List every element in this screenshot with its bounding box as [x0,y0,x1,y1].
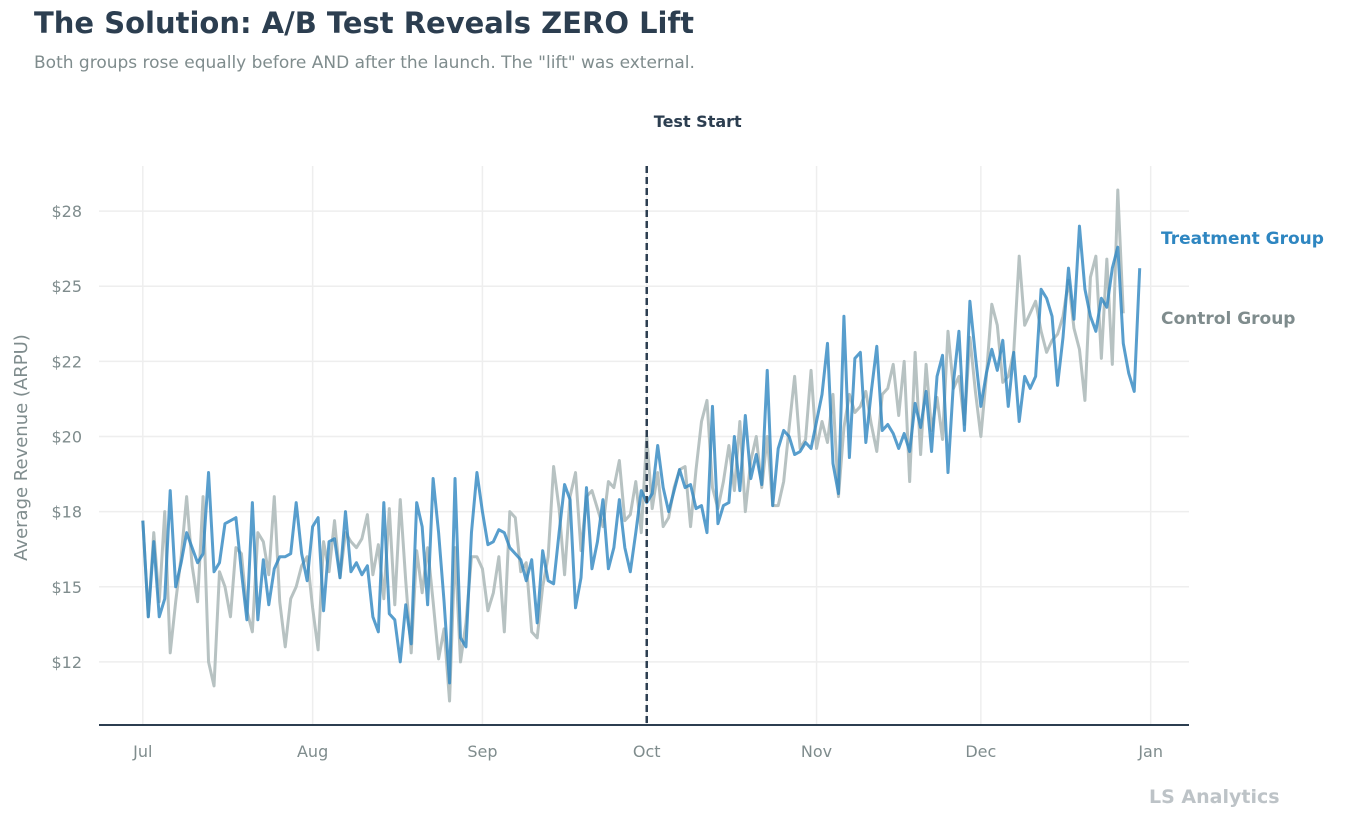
y-tick-label: $15 [51,578,82,597]
chart-subtitle: Both groups rose equally before AND afte… [34,53,695,73]
brand-credit: LS Analytics [1149,786,1280,808]
control-group-label: Control Group [1161,309,1295,329]
y-tick-label: $25 [51,277,82,296]
x-tick-label: Aug [297,742,328,761]
control-series-line [141,188,1125,703]
y-tick-label: $18 [51,503,82,522]
y-tick-label: $12 [51,653,82,672]
y-tick-label: $28 [51,202,82,221]
x-tick-label: Dec [965,742,996,761]
x-tick-label: Oct [633,742,661,761]
y-tick-labels: $12 $15 $18 $20 $22 $25 $28 [51,202,82,672]
x-tick-label: Jul [132,742,152,761]
x-tick-labels: Jul Aug Sep Oct Nov Dec Jan [132,742,1163,761]
treatment-group-label: Treatment Group [1161,229,1324,249]
y-axis-title: Average Revenue (ARPU) [11,334,32,561]
grid-lines [99,166,1189,725]
series-lines [141,188,1142,703]
treatment-series-line [141,224,1142,685]
y-tick-label: $20 [51,427,82,446]
chart-title: The Solution: A/B Test Reveals ZERO Lift [34,6,694,40]
x-tick-label: Nov [801,742,832,761]
x-tick-label: Sep [467,742,497,761]
test-start-label: Test Start [654,112,742,131]
series-labels: Treatment Group Control Group [1161,229,1324,329]
y-tick-label: $22 [51,352,82,371]
x-tick-label: Jan [1137,742,1163,761]
